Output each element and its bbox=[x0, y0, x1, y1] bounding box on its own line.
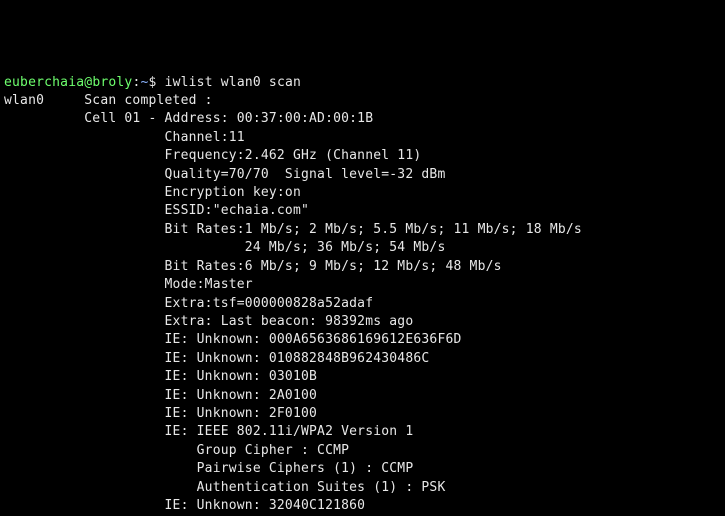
command-text: iwlist wlan0 scan bbox=[165, 75, 301, 90]
output-lines: Channel:11 Frequency:2.462 GHz (Channel … bbox=[4, 130, 718, 516]
prompt-path: ~ bbox=[140, 75, 148, 90]
prompt-host: broly bbox=[92, 75, 132, 90]
terminal[interactable]: euberchaia@broly:~$ iwlist wlan0 scan wl… bbox=[4, 75, 718, 516]
prompt-user: euberchaia bbox=[4, 75, 84, 90]
prompt-dollar: $ bbox=[149, 75, 157, 90]
output-iface-header: wlan0 Scan completed : bbox=[4, 93, 213, 108]
output-cell-header: Cell 01 - Address: 00:37:00:AD:00:1B bbox=[4, 111, 373, 126]
